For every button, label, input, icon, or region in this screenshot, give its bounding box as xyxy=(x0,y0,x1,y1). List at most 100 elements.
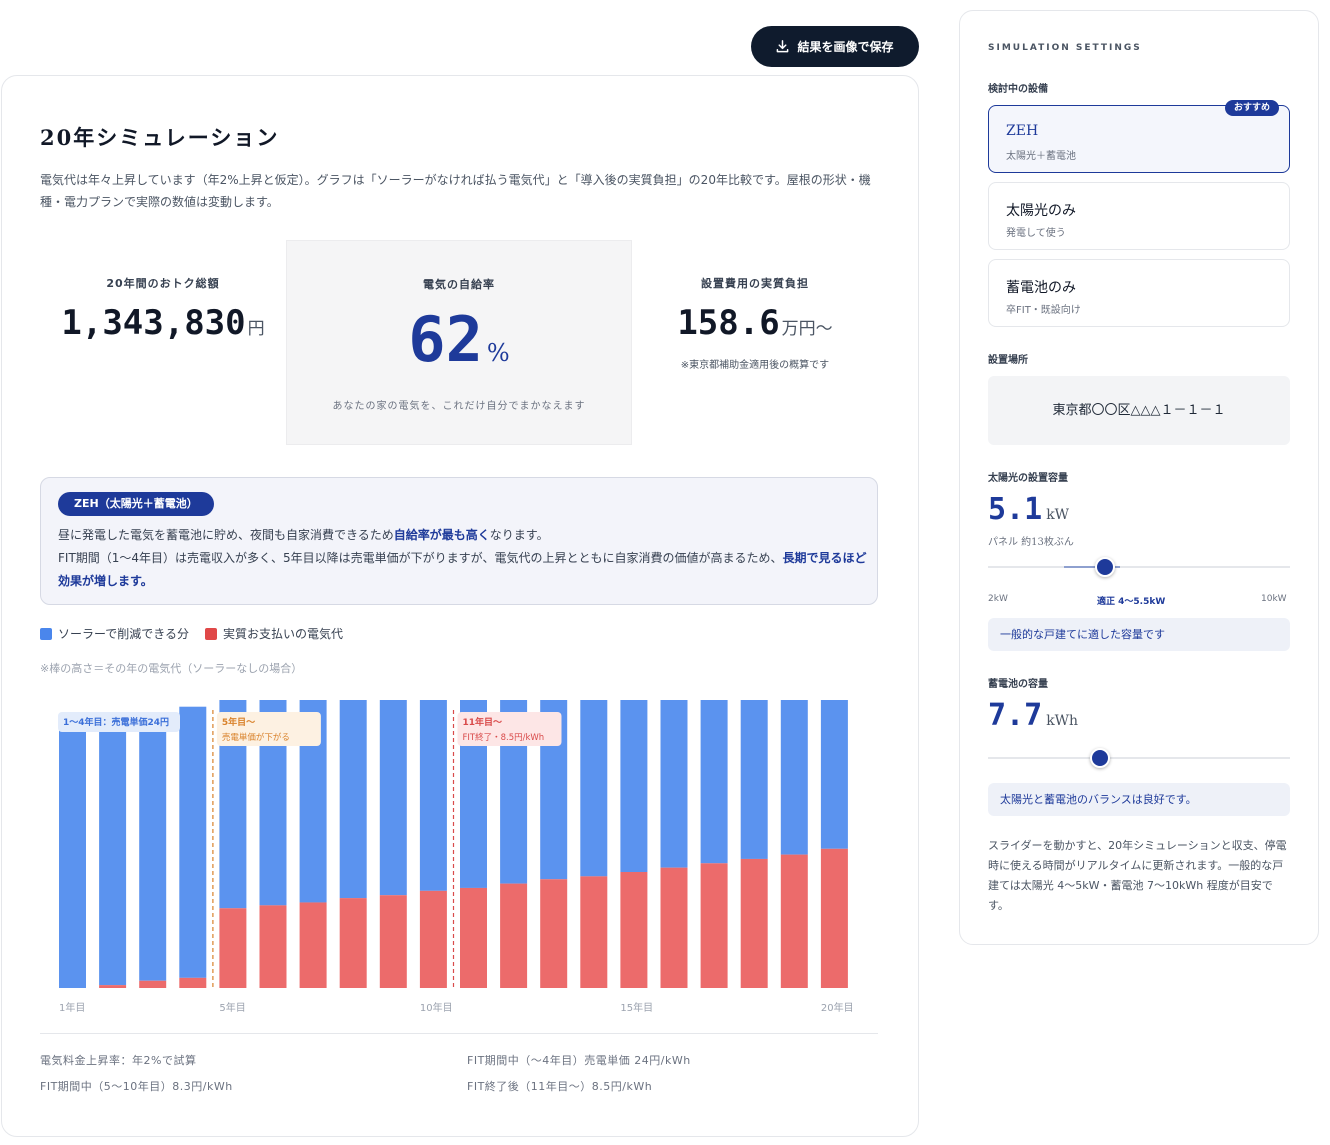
period-annotation-sub: FIT終了・8.5円/kWh xyxy=(463,732,545,743)
bar-actual-payment xyxy=(820,848,848,988)
option-battery-only[interactable]: 蓄電池のみ 卒FIT・既設向け xyxy=(988,259,1290,327)
period-annotation-title: 11年目〜 xyxy=(463,716,503,728)
x-tick-label: 20年目 xyxy=(821,1001,854,1014)
save-image-button[interactable]: 結果を画像で保存 xyxy=(751,26,919,67)
stat-cost-note: ※東京都補助金適用後の概算です xyxy=(680,360,830,371)
bar-actual-payment xyxy=(620,872,648,988)
period-annotation-box xyxy=(457,712,562,746)
option-battery-only-sub: 卒FIT・既設向け xyxy=(1006,305,1081,316)
bar-solar-savings xyxy=(740,700,768,859)
settings-footer-note: スライダーを動かすと、20年シミュレーションと収支、停電時に使える時間がリアルタ… xyxy=(988,839,1287,912)
x-tick-label: 10年目 xyxy=(420,1001,453,1014)
stat-self-sufficiency-note: あなたの家の電気を、これだけ自分でまかなえます xyxy=(332,401,586,412)
solar-slider-track[interactable] xyxy=(988,557,1290,577)
solar-tick-min: 2kW xyxy=(988,594,1008,604)
bar-actual-payment xyxy=(139,980,167,988)
bar-solar-savings xyxy=(139,712,167,981)
battery-slider-thumb[interactable] xyxy=(1090,748,1110,768)
footnote-fit-mid: FIT期間中（5〜10年目）8.3円/kWh xyxy=(40,1080,233,1093)
period-annotation-box xyxy=(216,712,321,746)
bar-solar-savings xyxy=(780,700,808,855)
stat-cost-value: 158.6 万円〜 xyxy=(677,303,833,343)
bar-solar-savings xyxy=(339,700,367,899)
recommended-badge: おすすめ xyxy=(1224,100,1279,116)
zeh-explanation: ZEH（太陽光＋蓄電池） 昼に発電した電気を蓄電池に貯め、夜間も自家消費できるた… xyxy=(40,477,878,605)
bar-actual-payment xyxy=(379,895,407,988)
solar-slider-thumb[interactable] xyxy=(1095,557,1116,577)
stat-self-sufficiency: 電気の自給率 62% あなたの家の電気を、これだけ自分でまかなえます xyxy=(286,240,632,445)
zeh-text: 昼に発電した電気を蓄電池に貯め、夜間も自家消費できるため自給率が最も高くなります… xyxy=(58,528,867,588)
stat-cost: 設置費用の実質負担 158.6 万円〜 ※東京都補助金適用後の概算です xyxy=(632,240,878,445)
bar-solar-savings xyxy=(580,700,608,877)
save-button-label: 結果を画像で保存 xyxy=(797,40,894,54)
stat-savings: 20年間のおトク総額 1,343,830 円 xyxy=(40,240,286,445)
option-battery-only-title: 蓄電池のみ xyxy=(1006,280,1076,296)
solar-capacity-label: 太陽光の設置容量 xyxy=(988,473,1068,484)
footnote-fit-early: FIT期間中（〜4年目）売電単価 24円/kWh xyxy=(467,1054,691,1067)
option-zeh-title: ZEH xyxy=(1006,123,1039,139)
bar-actual-payment xyxy=(339,898,367,988)
option-zeh[interactable]: おすすめ ZEH 太陽光＋蓄電池 xyxy=(988,100,1290,173)
solar-capacity-value: 5.1 kW xyxy=(988,492,1070,527)
bar-actual-payment xyxy=(700,863,728,988)
battery-capacity-label: 蓄電池の容量 xyxy=(988,679,1048,690)
bar-solar-savings xyxy=(59,722,86,988)
bar-actual-payment xyxy=(219,908,247,988)
bar-actual-payment xyxy=(740,858,768,988)
option-solar-only[interactable]: 太陽光のみ 発電して使う xyxy=(988,182,1290,250)
stat-self-sufficiency-value: 62% xyxy=(408,303,510,376)
period-annotation-title: 1〜4年目：売電単価24円 xyxy=(63,716,169,728)
bar-actual-payment xyxy=(99,985,127,988)
legend-swatch-blue xyxy=(40,627,52,640)
x-tick-label: 15年目 xyxy=(620,1001,653,1014)
bar-actual-payment xyxy=(500,883,528,988)
location-label: 設置場所 xyxy=(988,355,1028,366)
footnote-fit-end: FIT終了後（11年目〜）8.5円/kWh xyxy=(467,1080,653,1093)
panel-count-note: パネル 約13枚ぶん xyxy=(988,537,1074,548)
period-annotation-box xyxy=(58,712,180,732)
legend-item-solar: ソーラーで削減できる分 xyxy=(40,625,189,642)
bar-actual-payment xyxy=(660,867,688,988)
battery-slider-track[interactable] xyxy=(988,748,1290,768)
bar-solar-savings xyxy=(179,706,207,978)
stat-cost-label: 設置費用の実質負担 xyxy=(701,277,809,290)
solar-tick-recommended: 適正 4〜5.5kW xyxy=(1097,597,1166,607)
bar-solar-savings xyxy=(700,700,728,864)
zeh-badge: ZEH（太陽光＋蓄電池） xyxy=(58,492,214,516)
page-title: 20年シミュレーション xyxy=(40,125,280,150)
bar-actual-payment xyxy=(580,876,608,988)
bar-actual-payment xyxy=(259,905,287,988)
bar-solar-savings xyxy=(660,700,688,868)
bar-solar-savings xyxy=(379,700,407,896)
settings-heading: SIMULATION SETTINGS xyxy=(988,43,1142,53)
chart-note: ※棒の高さ＝その年の電気代（ソーラーなしの場合） xyxy=(40,662,303,675)
option-solar-only-title: 太陽光のみ xyxy=(1006,203,1076,219)
legend-item-payment: 実質お支払いの電気代 xyxy=(205,625,343,642)
footnote-rate: 電気料金上昇率：年2%で試算 xyxy=(40,1054,197,1067)
solar-info-message: 一般的な戸建てに適した容量です xyxy=(988,618,1290,651)
electricity-cost-chart: 1年目 5年目 10年目 15年目 20年目 1〜4年目：売電単価24円 5年目〜売電単価が… xyxy=(58,700,854,1014)
battery-capacity-value: 7.7 kWh xyxy=(988,698,1079,733)
bar-solar-savings xyxy=(820,700,848,849)
bar-actual-payment xyxy=(179,977,207,988)
bar-actual-payment xyxy=(419,890,447,988)
legend-swatch-red xyxy=(205,627,218,640)
bar-actual-payment xyxy=(540,879,568,988)
stat-savings-label: 20年間のおトク総額 xyxy=(106,277,220,290)
x-tick-label: 5年目 xyxy=(219,1001,245,1014)
option-zeh-sub: 太陽光＋蓄電池 xyxy=(1006,151,1076,162)
period-annotation-title: 5年目〜 xyxy=(222,716,255,728)
bar-solar-savings xyxy=(419,700,447,891)
solar-recommended-range xyxy=(1063,566,1121,568)
page-description: 電気代は年々上昇しています（年2%上昇と仮定）。グラフは「ソーラーがなければ払う… xyxy=(40,173,871,209)
stat-savings-value: 1,343,830 円 xyxy=(61,303,265,343)
stat-self-sufficiency-label: 電気の自給率 xyxy=(423,278,495,291)
bar-actual-payment xyxy=(780,854,808,988)
solar-tick-max: 10kW xyxy=(1261,594,1287,604)
battery-info-message: 太陽光と蓄電池のバランスは良好です。 xyxy=(988,783,1290,816)
option-solar-only-sub: 発電して使う xyxy=(1006,228,1066,239)
bar-actual-payment xyxy=(460,887,487,988)
location-field[interactable]: 東京都〇〇区△△△１－１－１ xyxy=(988,376,1290,445)
footer-divider xyxy=(40,1033,878,1034)
x-tick-label: 1年目 xyxy=(59,1001,85,1014)
